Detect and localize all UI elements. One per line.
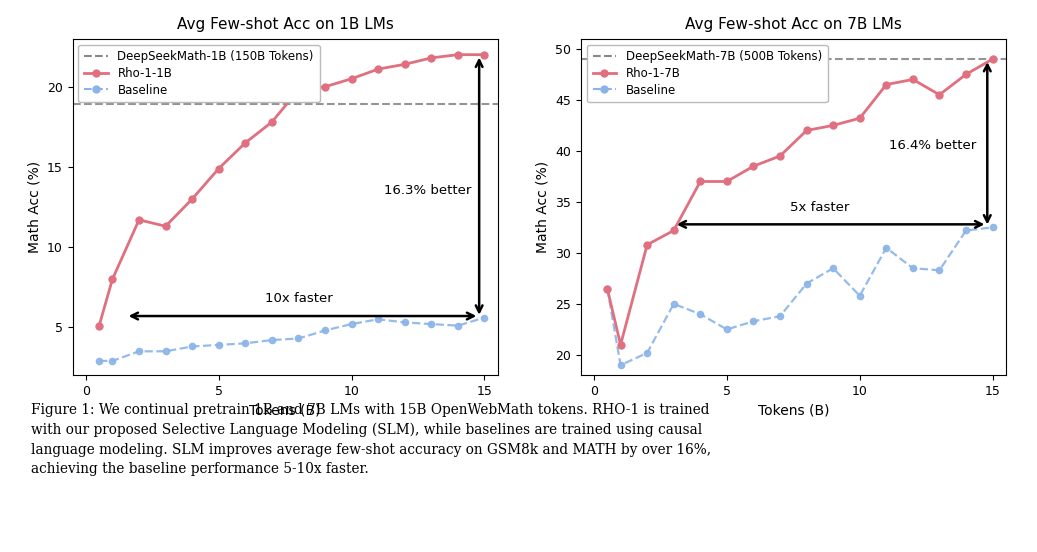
X-axis label: Tokens (B): Tokens (B) [250,404,320,418]
Text: 10x faster: 10x faster [264,292,332,305]
Y-axis label: Math Acc (%): Math Acc (%) [535,161,550,253]
Title: Avg Few-shot Acc on 7B LMs: Avg Few-shot Acc on 7B LMs [684,17,902,32]
Text: 16.3% better: 16.3% better [384,184,471,198]
X-axis label: Tokens (B): Tokens (B) [758,404,829,418]
Text: Figure 1: We continual pretrain 1B and 7B LMs with 15B OpenWebMath tokens. RHO-1: Figure 1: We continual pretrain 1B and 7… [31,403,711,476]
Legend: DeepSeekMath-1B (150B Tokens), Rho-1-1B, Baseline: DeepSeekMath-1B (150B Tokens), Rho-1-1B,… [79,45,319,103]
Legend: DeepSeekMath-7B (500B Tokens), Rho-1-7B, Baseline: DeepSeekMath-7B (500B Tokens), Rho-1-7B,… [587,45,828,103]
Text: 16.4% better: 16.4% better [890,139,977,152]
Text: 5x faster: 5x faster [790,201,849,214]
Y-axis label: Math Acc (%): Math Acc (%) [27,161,41,253]
Title: Avg Few-shot Acc on 1B LMs: Avg Few-shot Acc on 1B LMs [176,17,394,32]
